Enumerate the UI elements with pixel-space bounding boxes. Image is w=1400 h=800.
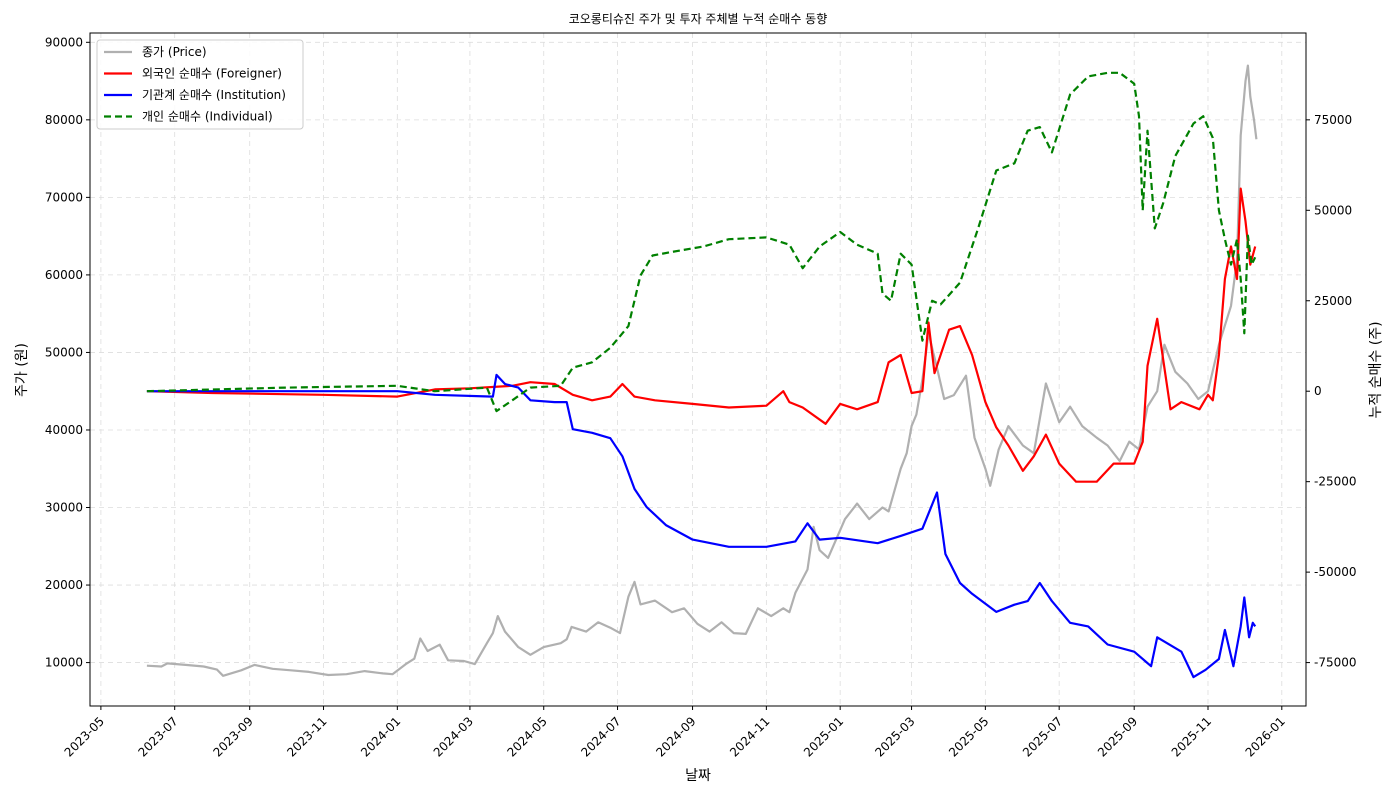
left-y-tick-label: 60000 <box>45 268 83 282</box>
right-y-tick-label: 75000 <box>1314 113 1352 127</box>
left-y-tick-label: 30000 <box>45 501 83 515</box>
right-y-tick-label: 50000 <box>1314 203 1352 217</box>
left-y-tick-label: 90000 <box>45 35 83 49</box>
plot-frame <box>89 32 1307 707</box>
foreigner-series-line <box>146 187 1257 483</box>
left-y-tick-label: 50000 <box>45 345 83 359</box>
left-y-tick-label: 40000 <box>45 423 83 437</box>
price-series-line <box>146 64 1258 677</box>
legend: 종가 (Price) 외국인 순매수 (Foreigner) 기관계 순매수 (In… <box>96 39 304 130</box>
right-y-axis-title: 누적 순매수 (주) <box>1368 321 1384 418</box>
x-axis-title: 날짜 <box>685 768 711 784</box>
left-y-axis-ticks: 10000 20000 30000 40000 50000 60000 70000 80000… <box>45 35 90 670</box>
legend-label-institution: 기관계 순매수 (Institution) <box>142 88 286 102</box>
left-y-axis-title: 주가 (원) <box>14 343 30 397</box>
series-lines <box>146 64 1258 679</box>
right-y-axis-ticks: -75000 -50000 -25000 0 25000 50000 75000 <box>1306 113 1357 670</box>
left-y-tick-label: 80000 <box>45 113 83 127</box>
legend-box <box>96 39 304 130</box>
legend-label-individual: 개인 순매수 (Individual) <box>142 110 273 124</box>
left-y-tick-label: 20000 <box>45 578 83 592</box>
institution-series-line <box>146 373 1257 679</box>
legend-label-price: 종가 (Price) <box>142 45 207 59</box>
right-y-tick-label: 0 <box>1314 384 1322 398</box>
legend-label-foreigner: 외국인 순매수 (Foreigner) <box>142 67 282 81</box>
left-y-tick-label: 70000 <box>45 190 83 204</box>
right-y-tick-label: -50000 <box>1314 565 1357 579</box>
right-y-tick-label: -25000 <box>1314 475 1357 489</box>
chart-title: 코오롱티슈진 주가 및 투자 주체별 누적 순매수 동향 <box>569 12 828 26</box>
individual-series-line <box>146 71 1257 413</box>
grid-lines <box>90 33 1306 706</box>
left-y-tick-label: 10000 <box>45 656 83 670</box>
right-y-tick-label: -75000 <box>1314 656 1357 670</box>
right-y-tick-label: 25000 <box>1314 294 1352 308</box>
